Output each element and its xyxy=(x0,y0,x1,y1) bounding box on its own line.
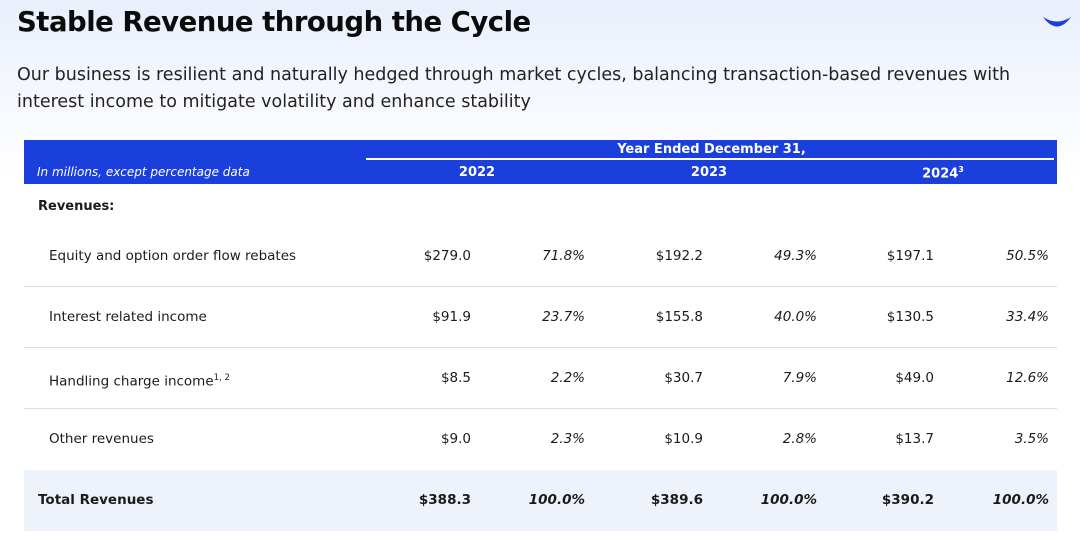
value-2023: $155.8 xyxy=(655,309,703,325)
row-label-text: Equity and option order flow rebates xyxy=(49,248,297,264)
value-2023: $192.2 xyxy=(655,248,703,264)
percent-2023: 2.8% xyxy=(782,431,817,447)
page-subtitle: Our business is resilient and naturally … xyxy=(17,65,1011,112)
value-2024: $197.1 xyxy=(886,248,934,264)
row-label-text: Handling charge income xyxy=(49,373,214,390)
value-2023: $10.9 xyxy=(664,431,703,447)
percent-2022: 23.7% xyxy=(542,309,585,325)
row-label-text: Interest related income xyxy=(49,309,207,325)
unit-label: In millions, except percentage data xyxy=(37,165,250,179)
row-label-text: Other revenues xyxy=(49,431,154,447)
table-row: Handling charge income1, 2 $8.5 2.2% $30.7 7… xyxy=(24,348,1057,409)
table-row: Interest related income $91.9 23.7% $155.8 4… xyxy=(24,287,1057,348)
percent-2022: 71.8% xyxy=(542,248,585,264)
value-2024: $13.7 xyxy=(895,431,934,447)
value-2023: $30.7 xyxy=(664,370,703,386)
percent-2023: 49.3% xyxy=(774,248,817,264)
period-rule xyxy=(366,158,1054,160)
percent-2024: 50.5% xyxy=(1006,248,1049,264)
value-2022: $279.0 xyxy=(423,248,471,264)
total-2023-percent: 100.0% xyxy=(760,492,817,508)
percent-2024: 3.5% xyxy=(1014,431,1049,447)
page-title: Stable Revenue through the Cycle xyxy=(17,6,531,38)
percent-2022: 2.3% xyxy=(550,431,585,447)
percent-2023: 7.9% xyxy=(782,370,817,386)
revenue-table: Year Ended December 31, In millions, exc… xyxy=(24,140,1057,531)
row-label: Equity and option order flow rebates xyxy=(49,226,296,287)
row-label: Other revenues xyxy=(49,409,154,470)
percent-2024: 33.4% xyxy=(1006,309,1049,325)
total-row: Total Revenues $388.3 100.0% $389.6 100.… xyxy=(24,470,1057,531)
year-header-2024: 20243 xyxy=(922,165,964,182)
year-header-2022: 2022 xyxy=(458,165,496,180)
value-2022: $8.5 xyxy=(440,370,471,386)
smile-logo-icon xyxy=(1043,17,1071,27)
value-2022: $91.9 xyxy=(432,309,471,325)
total-2022-percent: 100.0% xyxy=(528,492,585,508)
table-row: Other revenues $9.0 2.3% $10.9 2.8% $13.7 3.5% xyxy=(24,409,1057,470)
row-label: Interest related income xyxy=(49,287,207,348)
total-2024-value: $390.2 xyxy=(881,492,934,508)
section-label-revenues: Revenues: xyxy=(38,199,115,214)
value-2024: $130.5 xyxy=(886,309,934,325)
percent-2023: 40.0% xyxy=(774,309,817,325)
total-2023-value: $389.6 xyxy=(650,492,703,508)
value-2024: $49.0 xyxy=(895,370,934,386)
percent-2024: 12.6% xyxy=(1006,370,1049,386)
total-label: Total Revenues xyxy=(38,492,154,508)
year-header-2023: 2023 xyxy=(690,165,728,180)
percent-2022: 2.2% xyxy=(550,370,585,386)
table-row: Equity and option order flow rebates $279… xyxy=(24,226,1057,287)
table-header: Year Ended December 31, In millions, exc… xyxy=(24,140,1057,184)
row-label: Handling charge income1, 2 xyxy=(49,348,230,413)
value-2022: $9.0 xyxy=(440,431,471,447)
total-2022-value: $388.3 xyxy=(418,492,471,508)
footnote-marker: 1, 2 xyxy=(213,373,230,383)
total-2024-percent: 100.0% xyxy=(992,492,1049,508)
period-label: Year Ended December 31, xyxy=(617,142,806,157)
